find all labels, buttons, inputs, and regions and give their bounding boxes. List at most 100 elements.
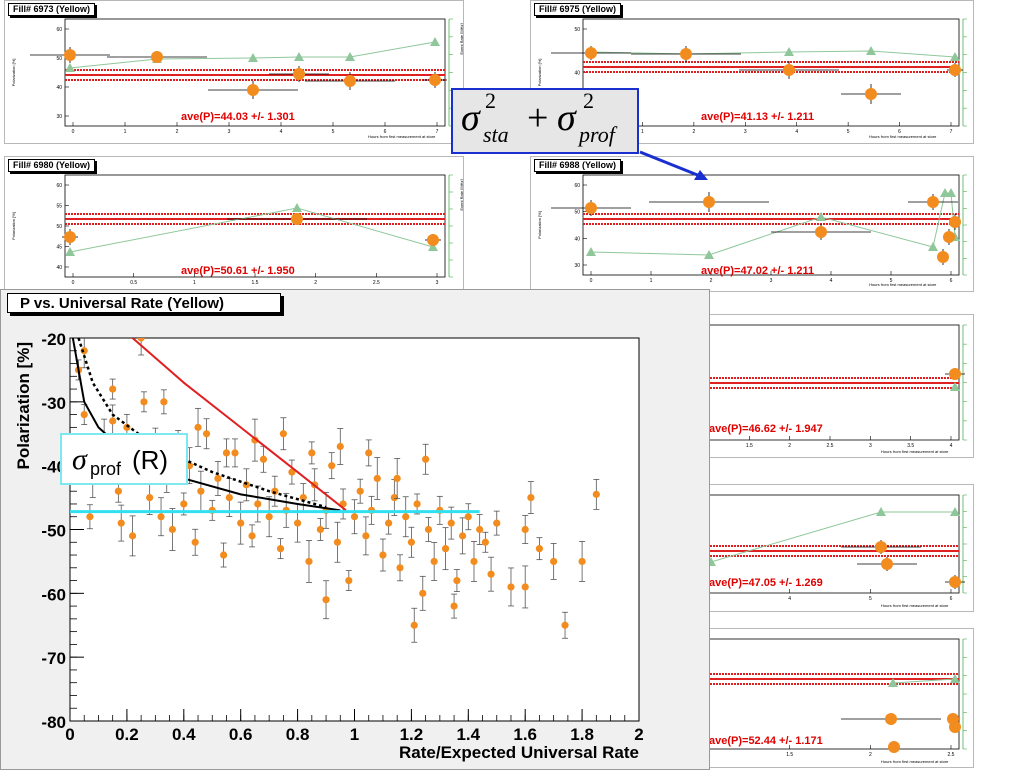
plot-frame bbox=[701, 638, 960, 750]
event-rate-marker bbox=[950, 382, 960, 391]
data-point bbox=[493, 519, 501, 527]
data-point bbox=[294, 519, 302, 527]
data-point bbox=[168, 525, 177, 534]
event-rate-line bbox=[69, 41, 436, 69]
event-rate-marker bbox=[430, 37, 440, 46]
data-point bbox=[299, 493, 307, 502]
data-point bbox=[419, 589, 427, 597]
y-tick-label: 50 bbox=[56, 224, 62, 230]
y-tick-label: 50 bbox=[56, 56, 62, 62]
data-point bbox=[137, 338, 145, 342]
x-tick-label: 7 bbox=[950, 129, 953, 135]
prof-subscript: prof bbox=[90, 459, 122, 479]
data-point bbox=[379, 551, 387, 559]
data-point bbox=[390, 493, 398, 502]
event-rate-marker bbox=[946, 188, 956, 197]
data-point bbox=[197, 487, 205, 495]
x-tick-label: 2 bbox=[314, 280, 317, 286]
x-tick-label: 2.5 bbox=[948, 752, 955, 758]
x-tick-label: 4 bbox=[950, 443, 953, 449]
event-rate-axis-title: Event Rate [MHz] bbox=[459, 179, 463, 210]
x-tick-label: 1 bbox=[193, 280, 196, 286]
y-axis-title: Polarization [%] bbox=[537, 59, 542, 87]
polarization-point bbox=[585, 202, 597, 214]
fill-6980-ave: ave(P)=50.61 +/- 1.950 bbox=[181, 265, 295, 277]
fill-6988-ave: ave(P)=47.02 +/- 1.211 bbox=[701, 265, 815, 277]
polarization-point bbox=[927, 196, 939, 208]
data-point bbox=[413, 500, 421, 508]
fill-6975-ave: ave(P)=41.13 +/- 1.211 bbox=[701, 111, 815, 123]
data-point bbox=[424, 525, 433, 534]
right-panel-3-hours: Hours from first measurement at store bbox=[881, 759, 949, 764]
data-point bbox=[80, 347, 88, 355]
fill-6975-title: Fill# 6975 (Yellow) bbox=[534, 3, 622, 16]
y-tick-label: 40 bbox=[574, 236, 580, 242]
main-x-tick-label: 2 bbox=[634, 725, 643, 744]
event-rate-marker bbox=[888, 678, 898, 687]
data-point bbox=[336, 442, 344, 451]
x-tick-label: 2.5 bbox=[827, 443, 834, 449]
data-point bbox=[328, 462, 336, 470]
data-point bbox=[470, 557, 478, 566]
x-tick-label: 4 bbox=[830, 278, 833, 284]
main-x-tick-label: 1.2 bbox=[400, 725, 424, 744]
data-point bbox=[146, 493, 154, 502]
polarization-point bbox=[247, 84, 259, 96]
fill-6973-title: Fill# 6973 (Yellow) bbox=[8, 3, 96, 16]
data-point bbox=[237, 519, 245, 527]
data-point bbox=[248, 532, 256, 540]
polarization-point bbox=[888, 741, 900, 753]
event-rate-marker bbox=[950, 507, 960, 516]
x-tick-label: 0 bbox=[72, 129, 75, 135]
fill-6988-title: Fill# 6988 (Yellow) bbox=[534, 159, 622, 172]
fill-6973-panel: 30 40 50 60 Polarization [%] Event Rate [MHz]… bbox=[4, 0, 464, 144]
x-tick-label: 6 bbox=[898, 129, 901, 135]
data-point bbox=[373, 474, 381, 483]
x-tick-label: 3 bbox=[770, 278, 773, 284]
fit-curve bbox=[131, 338, 347, 512]
data-point bbox=[231, 449, 239, 457]
main-y-tick-label: -80 bbox=[41, 713, 66, 732]
main-chart-title: P vs. Universal Rate (Yellow) bbox=[7, 293, 281, 313]
x-tick-label: 5 bbox=[890, 278, 893, 284]
polarization-point bbox=[64, 231, 76, 243]
polarization-point bbox=[429, 74, 441, 86]
data-point bbox=[276, 545, 285, 553]
y-tick-label: 45 bbox=[56, 245, 62, 251]
sigma-sta-symbol: σ bbox=[461, 97, 480, 139]
event-rate-marker bbox=[65, 63, 75, 72]
data-point bbox=[476, 525, 484, 534]
x-tick-label: 2 bbox=[710, 278, 713, 284]
x-tick-label: 0 bbox=[72, 280, 75, 286]
x-tick-label: 6 bbox=[384, 129, 387, 135]
polarization-point bbox=[865, 88, 877, 100]
data-point bbox=[109, 385, 117, 393]
y-tick-label: 40 bbox=[56, 265, 62, 271]
main-scatter-plot: -20 -30 -40 -50 -60 -70 -800 0.2 0.4 0.6 0.8 1 1.2 1.… bbox=[14, 330, 644, 762]
main-y-tick-label: -20 bbox=[41, 330, 66, 349]
polarization-point bbox=[885, 713, 897, 725]
plot-frame bbox=[701, 494, 960, 594]
data-point bbox=[259, 455, 268, 463]
x-tick-label: 5 bbox=[869, 596, 872, 602]
main-y-tick-label: -40 bbox=[41, 458, 66, 477]
data-point bbox=[350, 513, 359, 521]
plus-sign: + bbox=[527, 97, 549, 139]
main-y-tick-label: -50 bbox=[41, 522, 66, 541]
data-point bbox=[578, 557, 586, 566]
x-tick-label: 3 bbox=[436, 280, 439, 286]
x-tick-label: 3 bbox=[228, 129, 231, 135]
event-rate-line bbox=[892, 678, 956, 684]
x-tick-label: 1.5 bbox=[252, 280, 259, 286]
polarization-point bbox=[881, 558, 893, 570]
main-x-tick-label: 0.2 bbox=[115, 725, 139, 744]
polarization-point bbox=[949, 368, 961, 380]
prof-formula-subscript: prof bbox=[579, 122, 615, 147]
fill-6980-plot: 40 45 50 55 60 Polarization [%] Event Rate [MH… bbox=[11, 174, 463, 286]
data-point bbox=[447, 519, 455, 527]
data-point bbox=[194, 423, 202, 431]
main-x-tick-label: 1.4 bbox=[456, 725, 480, 744]
